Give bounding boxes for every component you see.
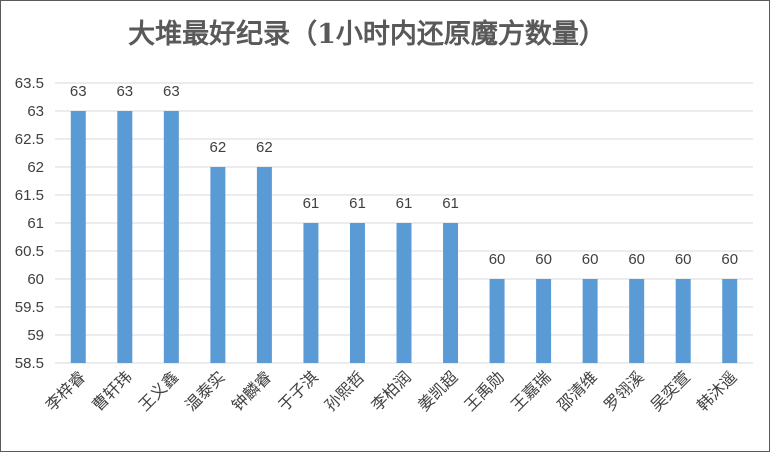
x-category-label: 王禹勋	[461, 367, 508, 414]
y-tick-label: 62.5	[15, 131, 44, 148]
x-category-label: 孙熙哲	[321, 367, 368, 414]
bar	[210, 167, 226, 363]
data-label: 61	[349, 195, 366, 212]
y-tick-label: 58.5	[15, 355, 44, 372]
y-tick-label: 59	[27, 327, 44, 344]
x-category-label: 李梓睿	[42, 367, 89, 414]
bar	[396, 223, 412, 363]
x-category-label: 王嘉瑞	[507, 367, 554, 414]
x-category-label: 罗翎溪	[600, 367, 647, 414]
data-label: 62	[210, 139, 227, 156]
x-category-label: 姜凯超	[414, 367, 461, 414]
x-category-label: 于子淇	[274, 367, 321, 414]
data-labels: 63 63 63 62 62 61 61 61 61 60 60 60 60 60 60	[70, 83, 738, 268]
chart-title: 大堆最好纪录（1小时内还原魔方数量）	[128, 18, 606, 50]
bars	[70, 111, 738, 363]
bar	[117, 111, 133, 363]
data-label: 60	[675, 251, 692, 268]
x-category-label: 李柏润	[367, 367, 414, 414]
data-label: 63	[163, 83, 180, 100]
x-category-label: 曹轩玮	[88, 367, 135, 414]
x-category-label: 钟麟睿	[228, 367, 275, 414]
y-tick-label: 60	[27, 271, 44, 288]
bar	[675, 279, 691, 363]
data-label: 60	[489, 251, 506, 268]
data-label: 63	[116, 83, 133, 100]
bar	[629, 279, 645, 363]
x-category-label: 邵清维	[554, 367, 601, 414]
data-label: 60	[535, 251, 552, 268]
bar	[443, 223, 459, 363]
y-tick-label: 60.5	[15, 243, 44, 260]
bar	[722, 279, 738, 363]
x-category-label: 温泰实	[181, 367, 228, 414]
x-category-label: 吴奕萱	[647, 367, 694, 414]
bar	[70, 111, 86, 363]
data-label: 63	[70, 83, 87, 100]
bar	[489, 279, 505, 363]
y-tick-label: 61.5	[15, 187, 44, 204]
bar	[536, 279, 552, 363]
y-tick-label: 63	[27, 103, 44, 120]
x-axis-categories: 李梓睿 曹轩玮 王义鑫 温泰实 钟麟睿 于子淇 孙熙哲 李柏润 姜凯超 王禹勋 王嘉瑞 邵清维 罗翎溪吴…	[42, 367, 741, 414]
x-category-label: 王义鑫	[135, 367, 182, 414]
y-tick-label: 62	[27, 159, 44, 176]
bar	[256, 167, 272, 363]
data-label: 61	[303, 195, 320, 212]
bar	[163, 111, 179, 363]
y-tick-label: 63.5	[15, 75, 44, 92]
y-tick-label: 61	[27, 215, 44, 232]
y-axis-ticks: 58.5 59 59.5 60 60.5 61 61.5 62 62.5 63 63.5	[15, 75, 44, 372]
data-label: 60	[721, 251, 738, 268]
data-label: 62	[256, 139, 273, 156]
data-label: 61	[396, 195, 413, 212]
data-label: 60	[582, 251, 599, 268]
bar	[349, 223, 365, 363]
data-label: 61	[442, 195, 459, 212]
x-category-label: 韩沐遥	[693, 367, 740, 414]
data-label: 60	[628, 251, 645, 268]
y-tick-label: 59.5	[15, 299, 44, 316]
bar	[582, 279, 598, 363]
bar	[303, 223, 319, 363]
